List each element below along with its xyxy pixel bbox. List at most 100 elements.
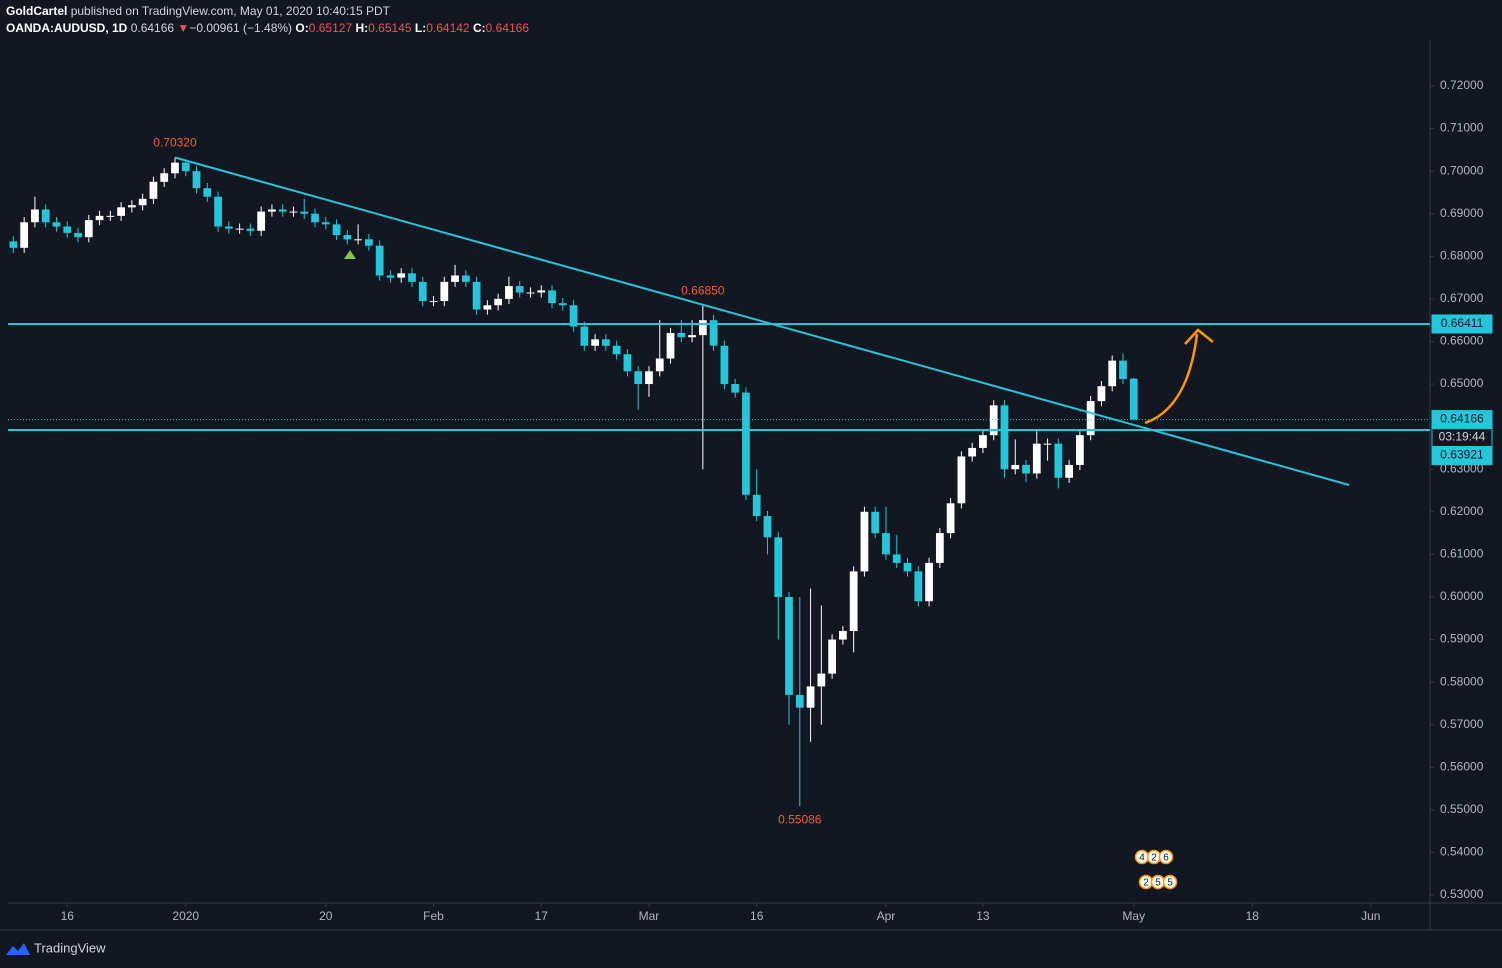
author: GoldCartel <box>6 4 68 18</box>
candle-body <box>278 209 287 212</box>
y-tick-label: 0.53000 <box>1440 887 1484 901</box>
candle-body <box>580 326 589 346</box>
y-tick-label: 0.72000 <box>1440 78 1484 92</box>
candle-body <box>806 686 815 708</box>
candle-body <box>41 209 50 223</box>
candle-body <box>31 209 39 223</box>
event-count: 5 <box>1167 878 1173 889</box>
candle-body <box>849 571 858 632</box>
last: 0.64166 <box>130 21 175 35</box>
event-count: 2 <box>1143 878 1149 889</box>
countdown: 03:19:44 <box>1439 430 1486 444</box>
y-tick-label: 0.71000 <box>1440 121 1484 135</box>
candle-body <box>548 290 556 304</box>
symbol: OANDA:AUDUSD, 1D <box>6 21 128 35</box>
candle-body <box>1032 443 1041 474</box>
candle-body <box>979 435 987 448</box>
candle-body <box>397 273 406 278</box>
candle-body <box>149 181 158 199</box>
event-count: 4 <box>1139 853 1145 864</box>
candle-body <box>623 354 632 372</box>
candle-body <box>214 196 222 227</box>
candle-body <box>666 332 675 359</box>
y-tick-label: 0.67000 <box>1440 291 1484 305</box>
candle-body <box>128 205 136 208</box>
candle-body <box>537 290 546 293</box>
signal-marker <box>344 250 356 259</box>
candle-body <box>74 232 82 238</box>
x-tick-label: 18 <box>1246 909 1260 923</box>
candle-body <box>1043 443 1052 445</box>
candle-body <box>224 226 233 229</box>
candle-body <box>914 571 923 602</box>
candle-body <box>871 511 880 534</box>
candle-body <box>602 339 610 346</box>
candle-body <box>472 281 481 310</box>
candle-body <box>698 320 707 336</box>
candle-body <box>957 456 966 504</box>
c-label: C: <box>472 21 486 35</box>
candle-body <box>655 358 664 372</box>
x-tick-label: May <box>1122 909 1145 923</box>
candle-body <box>925 562 933 602</box>
candle-body <box>343 235 352 240</box>
candle-body <box>882 533 890 555</box>
price-annotation: 0.55086 <box>778 812 822 826</box>
price-box-label: 0.63921 <box>1440 448 1484 462</box>
candle-body <box>386 275 395 278</box>
y-tick-label: 0.70000 <box>1440 163 1484 177</box>
candle-body <box>171 162 179 174</box>
price-box-label: 0.64166 <box>1440 412 1484 426</box>
candle-body <box>1000 405 1009 470</box>
logo <box>6 943 30 955</box>
candle-body <box>321 222 330 225</box>
y-tick-label: 0.59000 <box>1440 632 1484 646</box>
price-annotation: 0.70320 <box>153 136 197 150</box>
x-tick-label: Apr <box>877 909 896 923</box>
x-tick-label: 20 <box>319 909 333 923</box>
y-tick-label: 0.58000 <box>1440 674 1484 688</box>
candle-body <box>84 220 93 238</box>
published: published on TradingView.com, May 01, 20… <box>70 4 390 18</box>
y-tick-label: 0.55000 <box>1440 802 1484 816</box>
candle-body <box>365 239 373 246</box>
candle-body <box>494 298 503 306</box>
candle-body <box>828 639 836 674</box>
price-box-label: 0.66411 <box>1441 316 1484 330</box>
candle-body <box>440 281 449 302</box>
o-label: O: <box>295 21 309 35</box>
candle-body <box>763 516 772 538</box>
candle-body <box>817 673 826 687</box>
candle-body <box>526 292 535 294</box>
candle-body <box>569 305 578 327</box>
publish-line: GoldCartel published on TradingView.com,… <box>6 3 529 20</box>
price-box <box>1431 314 1493 334</box>
candle-body <box>95 215 104 221</box>
candle-body <box>774 537 783 597</box>
candle-body <box>1022 464 1030 474</box>
candle-body <box>935 533 944 563</box>
candle-body <box>839 631 847 640</box>
candle-body <box>429 301 438 303</box>
candle-body <box>634 371 643 385</box>
candle-body <box>731 384 740 393</box>
symbol-line: OANDA:AUDUSD, 1D 0.64166 ▼−0.00961 (−1.4… <box>6 20 529 37</box>
x-tick-label: 17 <box>535 909 549 923</box>
candle-body <box>9 241 18 248</box>
y-tick-label: 0.69000 <box>1440 206 1484 220</box>
event-icon <box>1162 874 1178 890</box>
candle-body <box>688 335 696 338</box>
brand: TradingView <box>34 940 106 955</box>
candle-body <box>505 286 513 299</box>
arrow: ▼ <box>177 21 190 35</box>
candle-body <box>903 562 912 572</box>
event-count: 2 <box>1151 853 1157 864</box>
candle-body <box>752 494 761 517</box>
y-tick-label: 0.65000 <box>1440 376 1484 390</box>
candle-body <box>300 211 309 214</box>
event-count: 5 <box>1155 878 1161 889</box>
candle-body <box>52 222 61 227</box>
candle-body <box>289 211 298 213</box>
x-tick-label: Feb <box>423 909 444 923</box>
